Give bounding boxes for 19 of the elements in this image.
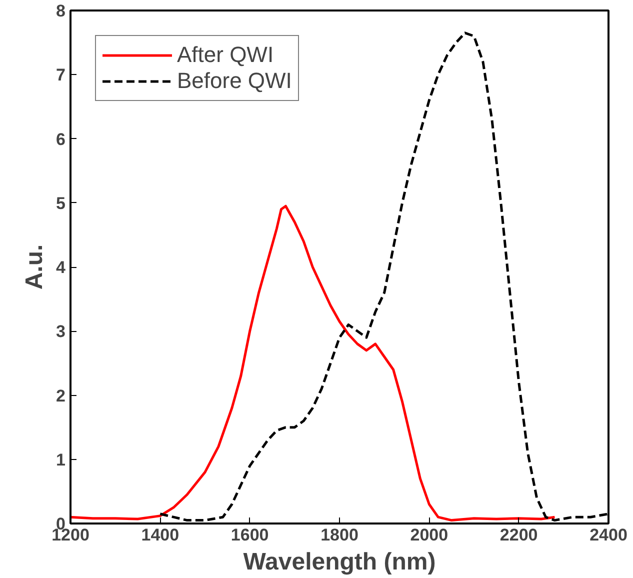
legend-label: After QWI xyxy=(177,42,274,68)
y-tick-label: 8 xyxy=(56,2,66,20)
x-tick-label: 1600 xyxy=(230,526,269,544)
y-axis-title: A.u. xyxy=(21,244,48,290)
x-tick-label: 2200 xyxy=(500,526,538,544)
x-axis-title: Wavelength (nm) xyxy=(243,548,436,576)
y-tick-label: 2 xyxy=(56,386,66,406)
x-tick-label: 2000 xyxy=(410,526,448,544)
y-tick-label: 6 xyxy=(56,130,66,149)
y-tick-label: 1 xyxy=(56,450,66,470)
legend-label: Before QWI xyxy=(177,68,292,94)
x-tick-label: 1800 xyxy=(320,526,358,544)
y-tick-label: 3 xyxy=(56,322,66,342)
x-tick-label: 2400 xyxy=(590,526,628,544)
x-tick-label: 1400 xyxy=(141,526,180,544)
y-tick-label: 7 xyxy=(56,66,66,85)
y-tick-label: 5 xyxy=(56,194,66,213)
y-tick-label: 4 xyxy=(56,258,66,277)
line-series xyxy=(70,204,556,522)
